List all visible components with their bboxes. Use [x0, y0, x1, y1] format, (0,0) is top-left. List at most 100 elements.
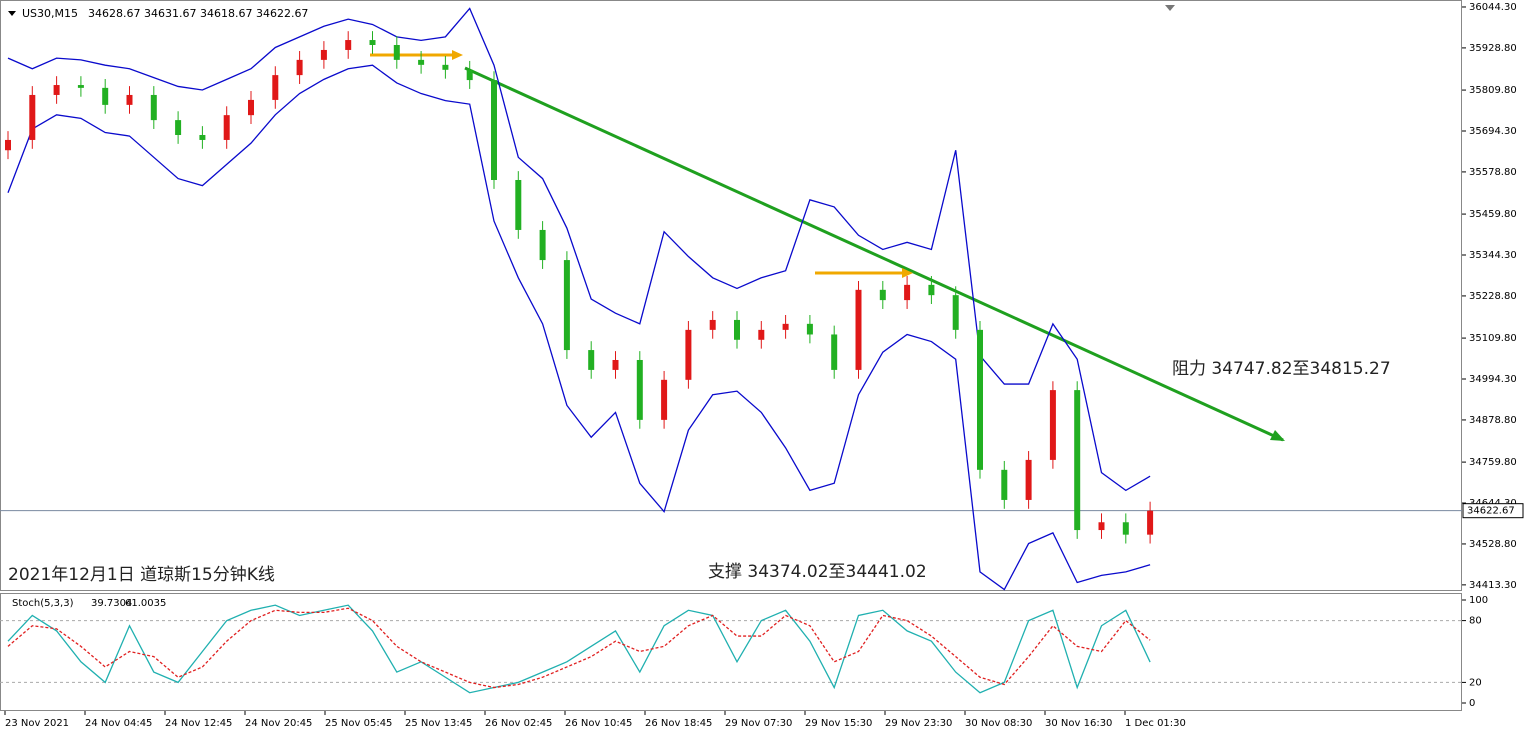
x-tick-label: 24 Nov 04:45 [85, 718, 152, 729]
stoch-k-value: 39.7304 [91, 598, 132, 609]
candle-body [53, 85, 60, 95]
y-tick-label: 34994.30 [1469, 374, 1517, 385]
x-tick-label: 24 Nov 12:45 [165, 718, 232, 729]
x-tick-label: 26 Nov 10:45 [565, 718, 632, 729]
stoch-tick-label: 100 [1469, 595, 1488, 606]
support-note: 支撑 34374.02至34441.02 [708, 562, 927, 582]
stoch-d [7, 607, 1151, 689]
x-tick-label: 23 Nov 2021 [5, 718, 69, 729]
candle-body [491, 80, 497, 180]
symbol: US30,M15 [22, 7, 78, 20]
y-tick-label: 35459.80 [1469, 209, 1517, 220]
candle-body [709, 319, 716, 330]
candle-body [272, 75, 279, 100]
candle-body [199, 134, 206, 140]
candle-body [806, 323, 813, 335]
candle-body [612, 359, 619, 370]
lower-band [7, 64, 1151, 591]
candle-body [685, 329, 692, 380]
candle-body [393, 44, 400, 60]
stoch-tick-label: 20 [1469, 677, 1482, 688]
shift-marker [1165, 5, 1175, 11]
candle-body [782, 323, 789, 330]
x-tick-label: 1 Dec 01:30 [1125, 718, 1186, 729]
y-tick-label: 35928.80 [1469, 43, 1517, 54]
candle-body [1049, 390, 1056, 460]
candle-body [904, 284, 911, 301]
x-tick-label: 26 Nov 02:45 [485, 718, 552, 729]
y-tick-label: 36044.30 [1469, 2, 1517, 13]
candle-body [1001, 469, 1008, 500]
stoch-k [7, 604, 1151, 694]
x-tick-label: 29 Nov 07:30 [725, 718, 792, 729]
candle-body [1098, 522, 1105, 531]
candle-body [758, 329, 765, 340]
candle-body [126, 94, 133, 105]
upper-band [7, 7, 1151, 492]
candle-body [636, 359, 643, 420]
candle-body [879, 289, 886, 301]
stoch-panel-border [0, 593, 1462, 711]
y-tick-label: 35344.30 [1469, 250, 1517, 261]
y-tick-label: 35109.80 [1469, 333, 1517, 344]
candle-body [1074, 390, 1081, 531]
stoch-tick-label: 80 [1469, 616, 1482, 627]
ohlc-text: 34628.67 34631.67 34618.67 34622.67 [88, 7, 308, 20]
menu-arrow [8, 11, 16, 16]
x-tick-label: 29 Nov 15:30 [805, 718, 872, 729]
y-tick-label: 35228.80 [1469, 291, 1517, 302]
candle-body [588, 350, 595, 370]
y-tick-label: 34759.80 [1469, 457, 1517, 468]
candle-body [734, 319, 740, 340]
current-price-box [1462, 503, 1524, 519]
y-tick-label: 35694.30 [1469, 126, 1517, 137]
y-tick-label: 34528.80 [1469, 539, 1517, 550]
x-tick-label: 30 Nov 16:30 [1045, 718, 1112, 729]
candle-body [466, 69, 473, 81]
x-tick-label: 30 Nov 08:30 [965, 718, 1032, 729]
resistance-note: 阻力 34747.82至34815.27 [1172, 359, 1391, 379]
current-price-label: 34622.67 [1467, 506, 1515, 517]
x-tick-label: 24 Nov 20:45 [245, 718, 312, 729]
candle-body [977, 329, 983, 470]
candle-body [418, 59, 425, 65]
stoch-name: Stoch(5,3,3) [12, 598, 74, 609]
y-tick-label: 34413.30 [1469, 580, 1517, 591]
trend-arrow-head [1270, 430, 1285, 441]
candle-body [928, 284, 935, 296]
candle-body [102, 87, 109, 105]
candle-body [296, 59, 303, 76]
y-tick-label: 34878.80 [1469, 415, 1517, 426]
candle-body [5, 139, 11, 151]
chart-caption: 2021年12月1日 道琼斯15分钟K线 [8, 565, 275, 585]
candle-body [248, 99, 254, 116]
candle-body [175, 120, 182, 135]
candle-body [952, 295, 959, 330]
candle-body [661, 379, 668, 420]
y-tick-label: 35578.80 [1469, 167, 1517, 178]
candle-body [150, 94, 157, 121]
candle-body [1147, 510, 1154, 535]
x-tick-label: 25 Nov 13:45 [405, 718, 472, 729]
candle-body [1122, 522, 1129, 535]
candle-body [539, 229, 546, 261]
x-tick-label: 26 Nov 18:45 [645, 718, 712, 729]
candle-body [345, 40, 352, 50]
level-arrow-head [902, 268, 913, 278]
trend-line [464, 66, 1284, 442]
candle-body [29, 94, 36, 140]
candle-body [223, 115, 230, 140]
main-panel-border [0, 0, 1462, 591]
candle-body [320, 49, 327, 60]
candle-body [369, 40, 376, 45]
stoch-tick-label: 0 [1469, 698, 1475, 709]
candle-body [831, 334, 838, 370]
candle-body [77, 85, 84, 88]
x-tick-label: 29 Nov 23:30 [885, 718, 952, 729]
x-tick-label: 25 Nov 05:45 [325, 718, 392, 729]
stoch-d-value: 61.0035 [125, 598, 166, 609]
candle-body [1025, 459, 1032, 500]
level-arrow-head [452, 50, 463, 60]
